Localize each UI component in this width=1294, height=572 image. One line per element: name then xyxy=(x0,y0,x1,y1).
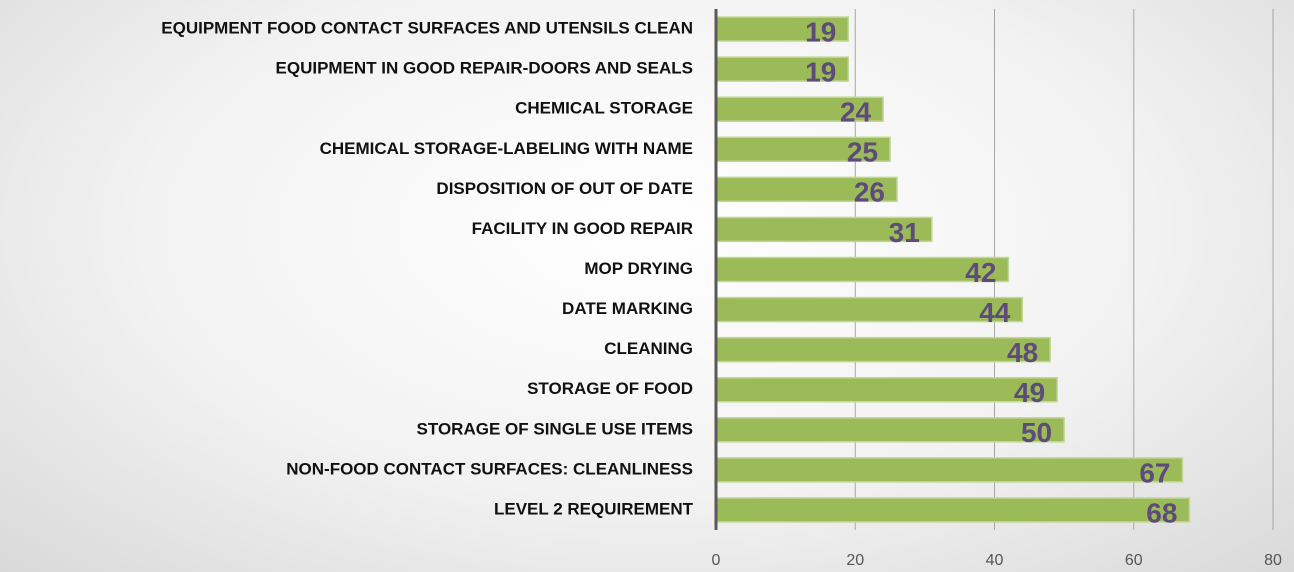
bar xyxy=(715,457,1184,483)
bar xyxy=(715,256,1010,283)
category-label: CHEMICAL STORAGE xyxy=(515,99,693,118)
category-label: DATE MARKING xyxy=(562,299,693,318)
value-label: 19 xyxy=(805,16,836,47)
value-label: 31 xyxy=(889,217,920,248)
bar xyxy=(715,497,1191,523)
category-label: MOP DRYING xyxy=(584,259,693,278)
category-label: FACILITY IN GOOD REPAIR xyxy=(472,219,693,238)
value-label: 42 xyxy=(965,257,996,288)
bar xyxy=(715,336,1051,363)
value-label: 26 xyxy=(854,177,885,208)
x-tick-label: 20 xyxy=(846,552,864,569)
bar xyxy=(715,296,1024,323)
category-label: DISPOSITION OF OUT OF DATE xyxy=(436,179,693,198)
category-label: LEVEL 2 REQUIREMENT xyxy=(494,499,694,518)
bar xyxy=(715,96,884,122)
bar xyxy=(715,417,1065,443)
category-label: EQUIPMENT FOOD CONTACT SURFACES AND UTEN… xyxy=(161,19,693,38)
bar xyxy=(715,16,850,42)
x-tick-label: 0 xyxy=(712,552,721,569)
x-tick-label: 40 xyxy=(986,552,1004,569)
x-tick-label: 80 xyxy=(1264,552,1282,569)
value-label: 68 xyxy=(1146,497,1177,528)
bar xyxy=(715,136,891,163)
category-label: CHEMICAL STORAGE-LABELING WITH NAME xyxy=(320,139,693,158)
x-tick-label: 60 xyxy=(1125,552,1143,569)
value-label: 49 xyxy=(1014,377,1045,408)
value-label: 44 xyxy=(979,297,1011,328)
value-label: 25 xyxy=(847,137,878,168)
category-label: STORAGE OF SINGLE USE ITEMS xyxy=(417,419,693,438)
value-label: 24 xyxy=(840,97,872,128)
value-label: 19 xyxy=(805,57,836,88)
value-label: 50 xyxy=(1021,417,1052,448)
category-label: EQUIPMENT IN GOOD REPAIR-DOORS AND SEALS xyxy=(276,59,693,78)
category-label: NON-FOOD CONTACT SURFACES: CLEANLINESS xyxy=(286,459,693,478)
bar xyxy=(715,376,1058,403)
bar xyxy=(715,216,933,243)
category-label: STORAGE OF FOOD xyxy=(527,379,693,398)
bar xyxy=(715,176,898,203)
value-label: 67 xyxy=(1139,457,1170,488)
category-label: CLEANING xyxy=(604,339,693,358)
value-label: 48 xyxy=(1007,337,1038,368)
